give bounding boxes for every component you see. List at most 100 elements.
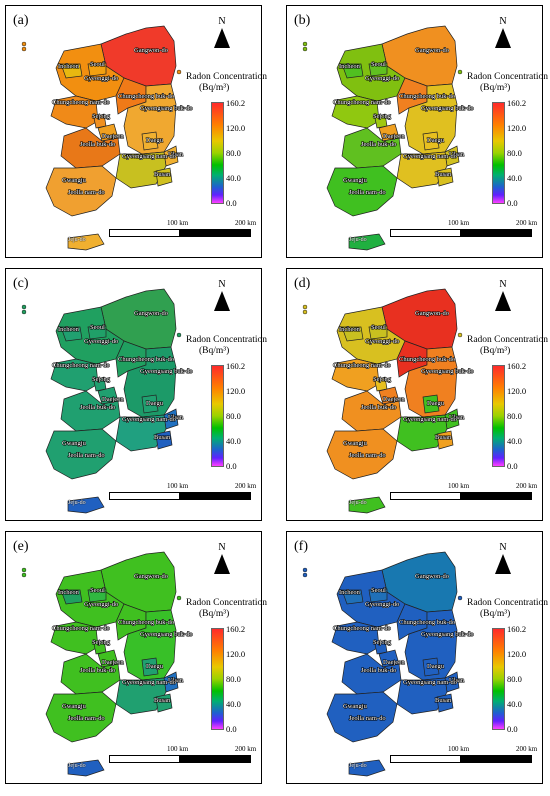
region-label-seoul: Seoul xyxy=(371,324,386,331)
region-label-jeonbuk: Jeolla buk-do xyxy=(80,404,115,411)
legend-colorbar xyxy=(211,365,224,467)
island xyxy=(302,309,308,315)
region-label-chungnam: Chungcheong nam-do xyxy=(333,362,391,369)
region-label-gwangju: Gwangju xyxy=(62,703,87,710)
map-panel: Gangwon-do Incheon Seoul Gyeonggi-do Chungch… xyxy=(5,5,267,258)
island xyxy=(457,332,463,338)
region-label-chungnam: Chungcheong nam-do xyxy=(52,362,110,369)
panel-label: (d) xyxy=(294,276,311,291)
island xyxy=(302,567,308,573)
legend-tick: 80.0 xyxy=(226,148,241,158)
region-label-ulsan: Ulsan xyxy=(449,151,465,158)
north-arrow-shape xyxy=(214,291,230,311)
region-incheon xyxy=(60,63,83,79)
island xyxy=(176,332,182,338)
region-jeonnam xyxy=(326,428,398,480)
region-label-jeonnam: Jeolla nam-do xyxy=(349,189,386,196)
region-label-daegu: Daegu xyxy=(427,137,445,144)
legend-colorbar xyxy=(492,628,505,730)
region-jeju xyxy=(67,759,105,777)
region-label-jeonbuk: Jeolla buk-do xyxy=(361,141,396,148)
region-label-gyeonggi: Gyeonggi-do xyxy=(84,338,118,345)
color-legend: Radon Concentration (Bq/m³) 160.2 120.0 80.0… xyxy=(467,598,548,734)
scale-segment-white xyxy=(109,755,181,763)
legend-tick: 0.0 xyxy=(226,724,237,734)
region-label-jeju: Jeju-do xyxy=(349,237,367,243)
region-label-jeju: Jeju-do xyxy=(68,237,86,243)
legend-tick: 120.0 xyxy=(507,123,527,133)
region-chungnam xyxy=(331,358,380,392)
legend-tick: 0.0 xyxy=(507,724,518,734)
region-label-incheon: Incheon xyxy=(58,326,80,333)
color-legend: Radon Concentration (Bq/m³) 160.2 120.0 80.0… xyxy=(186,335,267,471)
region-label-daegu: Daegu xyxy=(427,663,445,670)
korea-map: Gangwon-do Incheon Seoul Gyeonggi-do Chungch… xyxy=(21,551,193,777)
region-label-sejong: Sejong xyxy=(92,113,111,120)
scale-segment-black xyxy=(460,229,532,237)
legend-tick: 40.0 xyxy=(507,436,522,446)
panel-label: (f) xyxy=(294,539,308,554)
region-seoul xyxy=(87,588,107,603)
region-label-gyeongbuk: Gyeongsang buk-do xyxy=(140,105,193,112)
region-label-gangwon: Gangwon-do xyxy=(134,573,168,580)
scale-bar: 100 km 200 km xyxy=(109,482,259,506)
legend-unit: (Bq/m³) xyxy=(480,83,511,93)
region-label-chungnam: Chungcheong nam-do xyxy=(333,625,391,632)
legend-tick: 40.0 xyxy=(226,699,241,709)
region-label-gangwon: Gangwon-do xyxy=(415,47,449,54)
scale-segment-white xyxy=(390,229,462,237)
scale-segment-white xyxy=(390,492,462,500)
north-arrow-shape xyxy=(495,291,511,311)
region-label-jeju: Jeju-do xyxy=(349,763,367,769)
legend-tick: 160.2 xyxy=(507,361,527,371)
legend-tick: 40.0 xyxy=(507,173,522,183)
north-arrow-shape xyxy=(495,554,511,574)
region-label-ulsan: Ulsan xyxy=(449,414,465,421)
legend-title: Radon Concentration xyxy=(467,598,548,608)
island xyxy=(176,69,182,75)
region-jeju xyxy=(67,496,105,514)
legend-title: Radon Concentration xyxy=(467,72,548,82)
region-daegu xyxy=(141,657,159,677)
scale-label-200: 200 km xyxy=(235,745,257,753)
region-label-seoul: Seoul xyxy=(90,587,105,594)
scale-bar: 100 km 200 km xyxy=(390,482,540,506)
region-label-gyeonggi: Gyeonggi-do xyxy=(365,75,399,82)
region-seoul xyxy=(87,325,107,340)
island xyxy=(302,46,308,52)
legend-tick: 120.0 xyxy=(226,386,246,396)
region-label-jeonbuk: Jeolla buk-do xyxy=(80,667,115,674)
region-label-gyeonggi: Gyeonggi-do xyxy=(84,601,118,608)
legend-tick: 0.0 xyxy=(226,461,237,471)
scale-segment-black xyxy=(179,755,251,763)
region-label-daejeon: Daejeon xyxy=(383,396,405,403)
region-label-daegu: Daegu xyxy=(146,400,164,407)
region-label-jeonbuk: Jeolla buk-do xyxy=(361,404,396,411)
scale-segment-black xyxy=(460,492,532,500)
legend-colorbar xyxy=(211,102,224,204)
region-label-jeonbuk: Jeolla buk-do xyxy=(80,141,115,148)
region-daegu xyxy=(422,394,440,414)
island xyxy=(21,572,27,578)
legend-tick: 40.0 xyxy=(226,436,241,446)
region-label-gyeongnam: Gyeongsang nam-do xyxy=(403,679,457,686)
legend-tick: 80.0 xyxy=(507,674,522,684)
panel-label: (b) xyxy=(294,13,311,28)
korea-map: Gangwon-do Incheon Seoul Gyeonggi-do Chungch… xyxy=(302,288,474,514)
region-jeju xyxy=(348,759,386,777)
color-legend: Radon Concentration (Bq/m³) 160.2 120.0 80.0… xyxy=(186,72,267,208)
legend-tick: 160.2 xyxy=(507,98,527,108)
region-busan xyxy=(436,430,454,450)
legend-tick: 160.2 xyxy=(226,361,246,371)
region-label-chungnam: Chungcheong nam-do xyxy=(52,625,110,632)
legend-tick: 0.0 xyxy=(507,198,518,208)
scale-segment-white xyxy=(109,492,181,500)
region-label-gyeongbuk: Gyeongsang buk-do xyxy=(140,368,193,375)
island xyxy=(176,595,182,601)
region-busan xyxy=(155,167,173,187)
region-label-busan: Busan xyxy=(154,434,171,441)
region-daegu xyxy=(422,657,440,677)
region-label-busan: Busan xyxy=(435,171,452,178)
region-chungnam xyxy=(50,95,99,129)
region-label-chungbuk: Chungcheong buk-do xyxy=(399,93,455,100)
